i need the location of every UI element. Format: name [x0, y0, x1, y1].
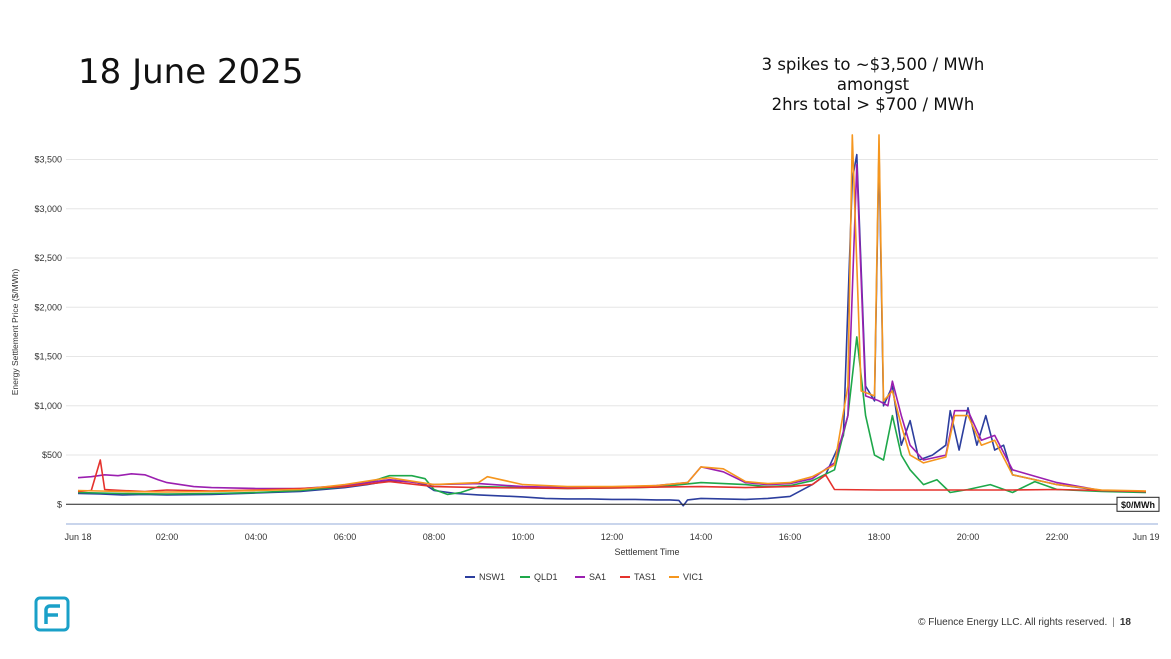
legend-label-nsw1: NSW1	[479, 572, 505, 582]
zero-reference-label: $0/MWh	[1121, 500, 1155, 510]
fluence-logo-icon	[34, 596, 70, 632]
chart-annotation: 3 spikes to ~$3,500 / MWh amongst 2hrs t…	[723, 55, 1023, 115]
page-title: 18 June 2025	[78, 52, 304, 92]
y-tick-label: $1,000	[34, 401, 62, 411]
y-axis-title: Energy Settlement Price ($/MWh)	[10, 269, 20, 396]
legend-label-qld1: QLD1	[534, 572, 558, 582]
x-tick-label: 16:00	[779, 532, 802, 542]
x-axis-title: Settlement Time	[614, 547, 679, 557]
x-tick-label: Jun 18	[64, 532, 91, 542]
footer: © Fluence Energy LLC. All rights reserve…	[918, 617, 1131, 628]
series-line-vic1	[77, 134, 1147, 493]
y-tick-label: $1,500	[34, 352, 62, 362]
y-tick-label: $	[57, 499, 62, 509]
x-tick-label: 18:00	[868, 532, 891, 542]
annotation-line-2: amongst	[836, 75, 910, 94]
annotation-line-3: 2hrs total > $700 / MWh	[771, 95, 975, 114]
y-tick-label: $3,500	[34, 155, 62, 165]
y-tick-label: $3,000	[34, 204, 62, 214]
annotation-line-1: 3 spikes to ~$3,500 / MWh	[761, 55, 985, 74]
series-line-sa1	[77, 163, 1147, 493]
x-tick-label: 10:00	[512, 532, 535, 542]
x-tick-label: 08:00	[423, 532, 446, 542]
series-line-nsw1	[77, 148, 1147, 507]
page-number: 18	[1119, 617, 1131, 628]
x-tick-label: 12:00	[601, 532, 624, 542]
y-tick-label: $2,500	[34, 253, 62, 263]
x-tick-label: 06:00	[334, 532, 357, 542]
x-tick-label: 04:00	[245, 532, 268, 542]
x-tick-label: Jun 19	[1132, 532, 1159, 542]
legend-label-tas1: TAS1	[634, 572, 656, 582]
x-tick-label: 14:00	[690, 532, 713, 542]
legend-label-sa1: SA1	[589, 572, 606, 582]
x-tick-label: 22:00	[1046, 532, 1069, 542]
x-tick-label: 20:00	[957, 532, 980, 542]
copyright-text: © Fluence Energy LLC. All rights reserve…	[918, 617, 1108, 628]
y-tick-label: $2,000	[34, 302, 62, 312]
x-tick-label: 02:00	[156, 532, 179, 542]
y-tick-label: $500	[42, 450, 62, 460]
zero-label-box	[1116, 496, 1160, 512]
legend-label-vic1: VIC1	[683, 572, 703, 582]
